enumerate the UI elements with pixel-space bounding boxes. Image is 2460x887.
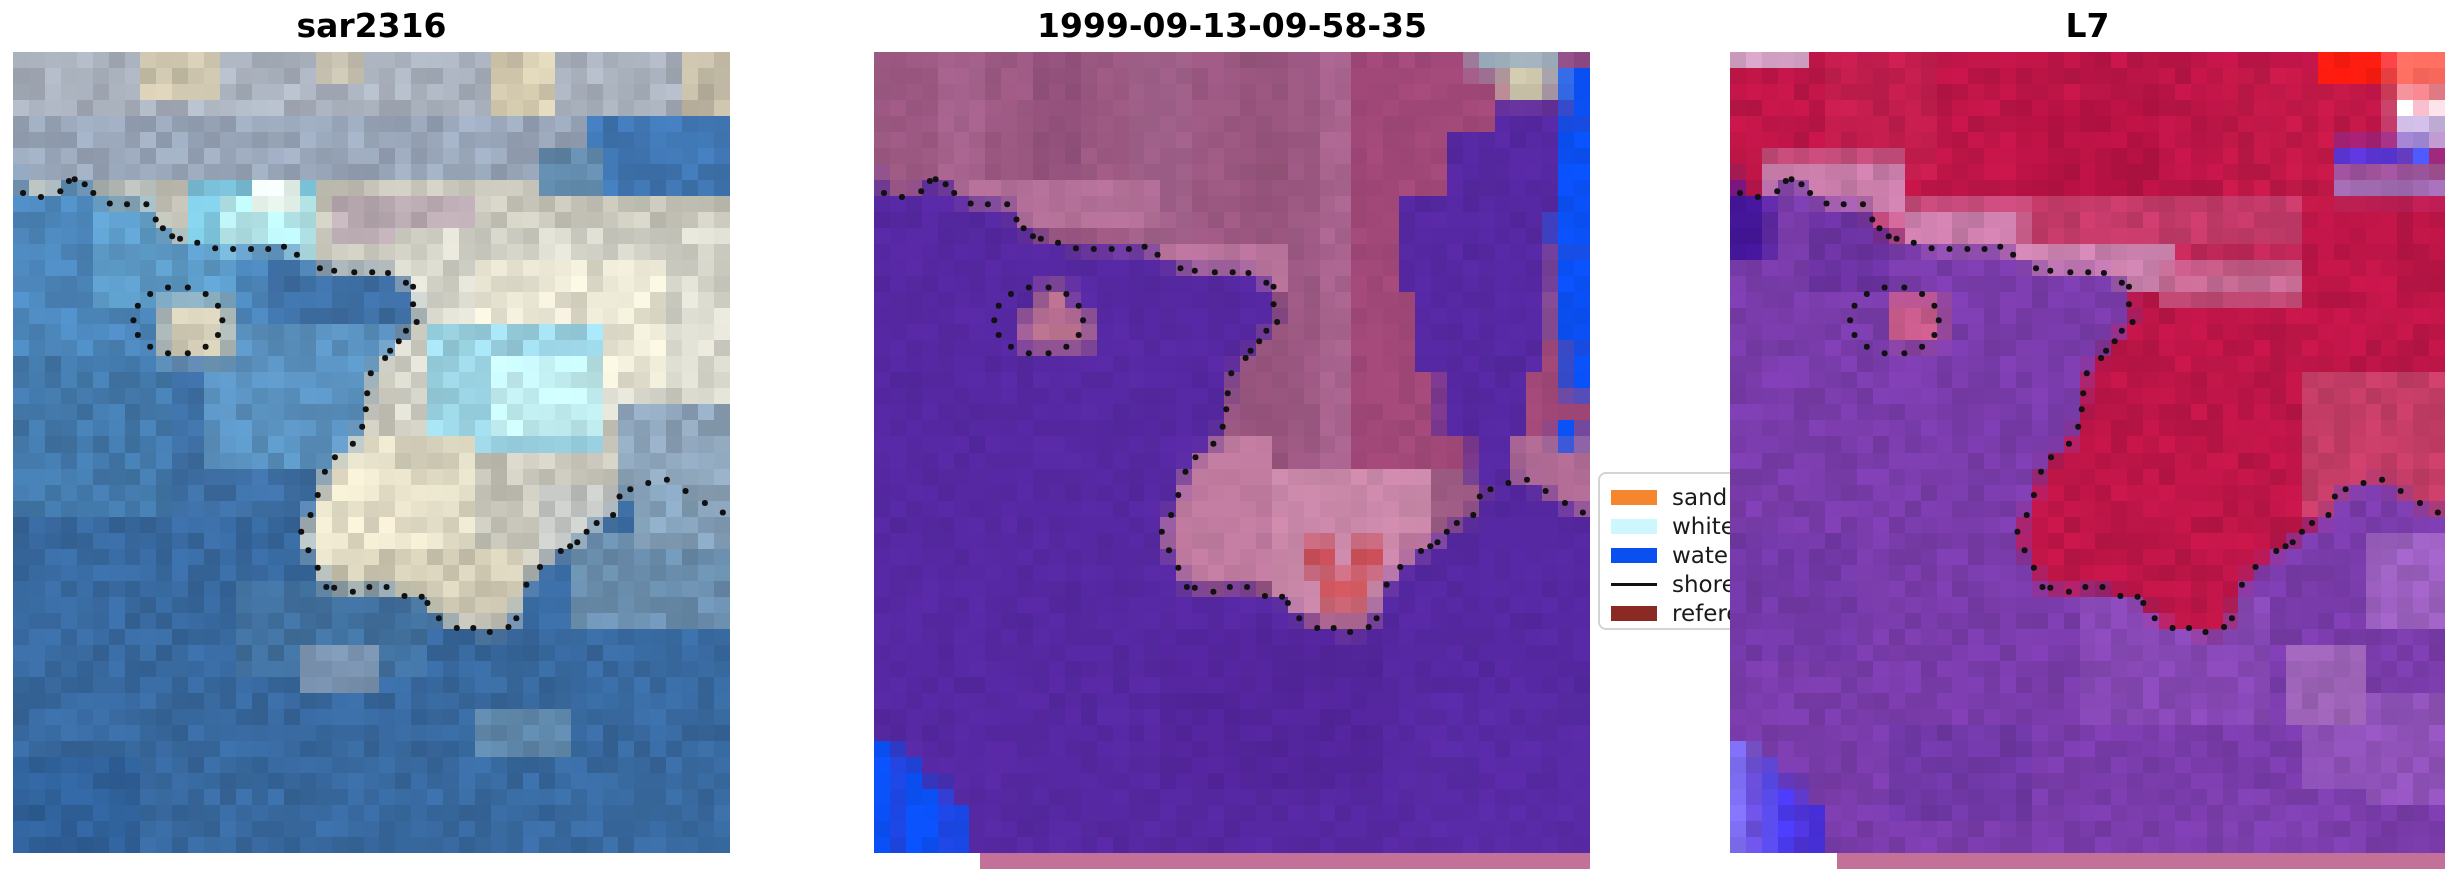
shoreline-line-swatch — [1611, 583, 1657, 586]
reference-swatch — [1611, 606, 1657, 621]
sar-image — [13, 52, 730, 853]
whitewater-swatch — [1611, 519, 1657, 534]
panel-title-classified: 1999-09-13-09-58-35 — [1037, 6, 1427, 45]
panel-title-sar2316: sar2316 — [296, 6, 447, 45]
legend-label-water: water — [1672, 542, 1738, 569]
sand-swatch — [1611, 490, 1657, 505]
water-swatch — [1611, 548, 1657, 563]
bottom-image-strip — [980, 853, 1590, 869]
legend-label-sand: sand — [1672, 484, 1728, 511]
bottom-image-strip — [1837, 853, 2445, 869]
legend-row-sand: sand — [1611, 483, 1812, 512]
panel-l7: L7 — [1730, 6, 2445, 853]
panel-sar2316: sar2316 — [13, 6, 730, 853]
classified-image — [874, 52, 1590, 853]
l7-image — [1730, 52, 2445, 853]
panel-classified: 1999-09-13-09-58-35 — [874, 6, 1590, 853]
panel-title-l7: L7 — [2065, 6, 2110, 45]
legend-row-water: water — [1611, 541, 1812, 570]
